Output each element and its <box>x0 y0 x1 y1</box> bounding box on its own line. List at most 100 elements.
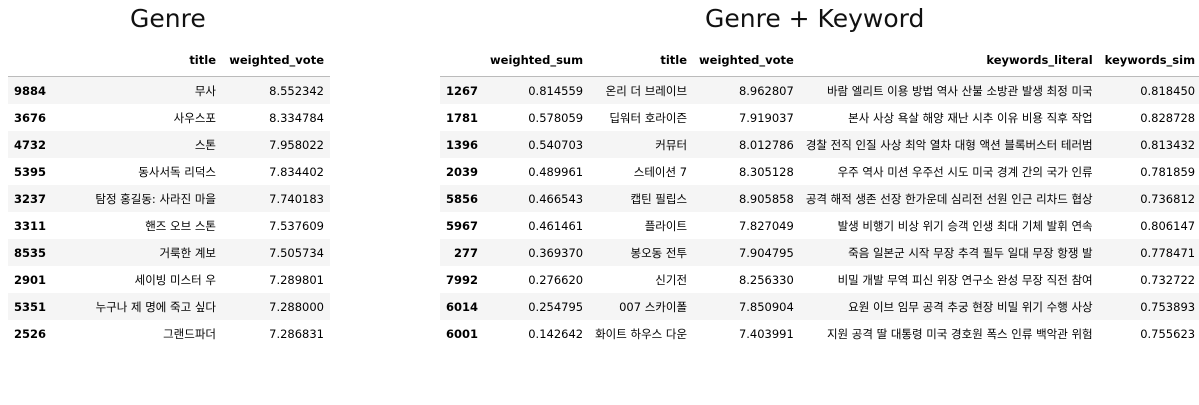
weighted-vote-cell: 8.256330 <box>738 272 794 287</box>
weighted-sum-cell: 0.466543 <box>528 191 584 206</box>
genre-keyword-heading: Genre + Keyword <box>705 4 925 33</box>
table-row: 7992 0.276620 신기전 8.256330 비밀 개발 무역 피신 위장 연구… <box>440 266 1199 293</box>
title-cell: 동사서독 리덕스 <box>138 164 216 179</box>
table-row: 4732 스톤 7.958022 <box>8 131 330 158</box>
weighted-vote-cell: 8.334784 <box>269 110 324 125</box>
weighted-sum-cell: 0.540703 <box>528 137 584 152</box>
weighted-vote-cell: 8.552342 <box>269 83 324 98</box>
title-cell: 신기전 <box>655 272 688 287</box>
keywords-literal-cell: 본사 사상 욕살 해양 재난 시추 이유 비용 직후 작업 <box>848 110 1093 125</box>
weighted-vote-cell: 8.012786 <box>738 137 794 152</box>
weighted-vote-cell: 7.403991 <box>738 326 794 341</box>
keywords-sim-cell: 0.753893 <box>1140 299 1196 314</box>
keywords-literal-cell: 우주 역사 미션 우주선 시도 미국 경계 간의 국가 인류 <box>837 164 1093 179</box>
table-row: 3311 핸즈 오브 스톤 7.537609 <box>8 212 330 239</box>
keywords-literal-cell: 발생 비행기 비상 위기 승객 인생 최대 기체 발휘 연속 <box>837 218 1093 233</box>
keywords-literal-cell: 요원 이브 임무 공격 추궁 현장 비밀 위기 수행 사상 <box>848 299 1093 314</box>
row-index: 277 <box>454 245 479 260</box>
index-header <box>8 44 53 77</box>
keywords-literal-cell: 경찰 전직 인질 사상 최악 열차 대형 액션 블록버스터 테러범 <box>805 137 1093 152</box>
weighted-vote-cell: 7.919037 <box>738 110 794 125</box>
row-index: 3676 <box>14 110 47 125</box>
title-cell: 세이빙 미스터 우 <box>134 272 216 287</box>
weighted-vote-cell: 7.505734 <box>269 245 324 260</box>
row-index: 5351 <box>14 299 47 314</box>
weighted-vote-cell: 8.962807 <box>738 83 794 98</box>
row-index: 9884 <box>14 83 47 98</box>
weighted-sum-cell: 0.142642 <box>528 326 584 341</box>
weighted-sum-cell: 0.369370 <box>528 245 584 260</box>
weighted-vote-cell: 7.827049 <box>738 218 794 233</box>
title-cell: 캡틴 필립스 <box>630 191 688 206</box>
row-index: 2039 <box>446 164 479 179</box>
keywords-sim-cell: 0.813432 <box>1140 137 1196 152</box>
keywords-sim-cell: 0.755623 <box>1140 326 1196 341</box>
table-row: 2526 그랜드파더 7.286831 <box>8 320 330 347</box>
genre-heading: Genre <box>130 4 206 33</box>
keywords-sim-cell: 0.736812 <box>1140 191 1196 206</box>
keywords-sim-cell: 0.781859 <box>1140 164 1196 179</box>
row-index: 8535 <box>14 245 47 260</box>
table-row: 8535 거룩한 계보 7.505734 <box>8 239 330 266</box>
weighted-vote-cell: 7.537609 <box>269 218 324 233</box>
title-cell: 스테이션 7 <box>633 164 688 179</box>
weighted-vote-cell: 7.904795 <box>738 245 794 260</box>
title-header: title <box>589 44 694 77</box>
weighted-vote-cell: 7.850904 <box>738 299 794 314</box>
weighted-sum-cell: 0.578059 <box>528 110 584 125</box>
keywords-sim-cell: 0.818450 <box>1140 83 1196 98</box>
row-index: 2901 <box>14 272 47 287</box>
table-row: 9884 무사 8.552342 <box>8 76 330 104</box>
title-cell: 누구나 제 명에 죽고 싶다 <box>95 299 216 314</box>
table-row: 3676 사우스포 8.334784 <box>8 104 330 131</box>
weighted-vote-header: weighted_vote <box>222 44 330 77</box>
table-row: 5967 0.461461 플라이트 7.827049 발생 비행기 비상 위기 승객 … <box>440 212 1199 239</box>
title-cell: 탐정 홍길동: 사라진 마을 <box>95 191 216 206</box>
title-cell: 딥워터 호라이즌 <box>609 110 688 125</box>
weighted-vote-cell: 8.305128 <box>738 164 794 179</box>
title-cell: 사우스포 <box>173 110 216 125</box>
table-row: 6001 0.142642 화이트 하우스 다운 7.403991 지원 공격 딸 대통… <box>440 320 1199 347</box>
keywords-sim-cell: 0.778471 <box>1140 245 1196 260</box>
keywords-sim-cell: 0.806147 <box>1140 218 1196 233</box>
weighted-sum-cell: 0.276620 <box>528 272 584 287</box>
row-index: 3237 <box>14 191 47 206</box>
weighted-sum-header: weighted_sum <box>484 44 590 77</box>
weighted-vote-cell: 7.289801 <box>269 272 324 287</box>
row-index: 6014 <box>446 299 479 314</box>
keywords-literal-cell: 죽음 일본군 시작 무장 추격 필두 일대 무장 항쟁 발 <box>848 245 1093 260</box>
row-index: 5395 <box>14 164 47 179</box>
genre-table: title weighted_vote 9884 무사 8.552342 3676 사… <box>8 44 330 347</box>
weighted-sum-cell: 0.489961 <box>528 164 584 179</box>
weighted-vote-cell: 7.286831 <box>269 326 324 341</box>
table-row: 5395 동사서독 리덕스 7.834402 <box>8 158 330 185</box>
table-row: 5856 0.466543 캡틴 필립스 8.905858 공격 해적 생존 선장 한가… <box>440 185 1199 212</box>
keywords-sim-cell: 0.732722 <box>1140 272 1196 287</box>
table-row: 2901 세이빙 미스터 우 7.289801 <box>8 266 330 293</box>
title-cell: 무사 <box>194 83 216 98</box>
keywords-sim-header: keywords_sim <box>1098 44 1199 77</box>
title-cell: 스톤 <box>194 137 216 152</box>
weighted-vote-cell: 7.288000 <box>269 299 324 314</box>
header-row: title weighted_vote <box>8 44 330 77</box>
keywords-literal-cell: 지원 공격 딸 대통령 미국 경호원 폭스 인류 백악관 위험 <box>826 326 1093 341</box>
header-row: weighted_sum title weighted_vote keyword… <box>440 44 1199 77</box>
title-cell: 봉오동 전투 <box>630 245 688 260</box>
title-cell: 거룩한 계보 <box>159 245 216 260</box>
table-row: 6014 0.254795 007 스카이폴 7.850904 요원 이브 임무 공격 … <box>440 293 1199 320</box>
title-cell: 플라이트 <box>644 218 688 233</box>
title-cell: 화이트 하우스 다운 <box>595 326 688 341</box>
row-index: 1396 <box>446 137 479 152</box>
title-cell: 007 스카이폴 <box>619 299 688 314</box>
table-row: 277 0.369370 봉오동 전투 7.904795 죽음 일본군 시작 무장 추격… <box>440 239 1199 266</box>
table-row: 1781 0.578059 딥워터 호라이즌 7.919037 본사 사상 욕살 해양 … <box>440 104 1199 131</box>
row-index: 1781 <box>446 110 479 125</box>
genre-keyword-table: weighted_sum title weighted_vote keyword… <box>440 44 1199 347</box>
title-cell: 온리 더 브레이브 <box>605 83 688 98</box>
weighted-vote-cell: 8.905858 <box>738 191 794 206</box>
keywords-sim-cell: 0.828728 <box>1140 110 1196 125</box>
weighted-sum-cell: 0.814559 <box>528 83 584 98</box>
row-index: 7992 <box>446 272 479 287</box>
row-index: 6001 <box>446 326 479 341</box>
weighted-vote-header: weighted_vote <box>693 44 800 77</box>
